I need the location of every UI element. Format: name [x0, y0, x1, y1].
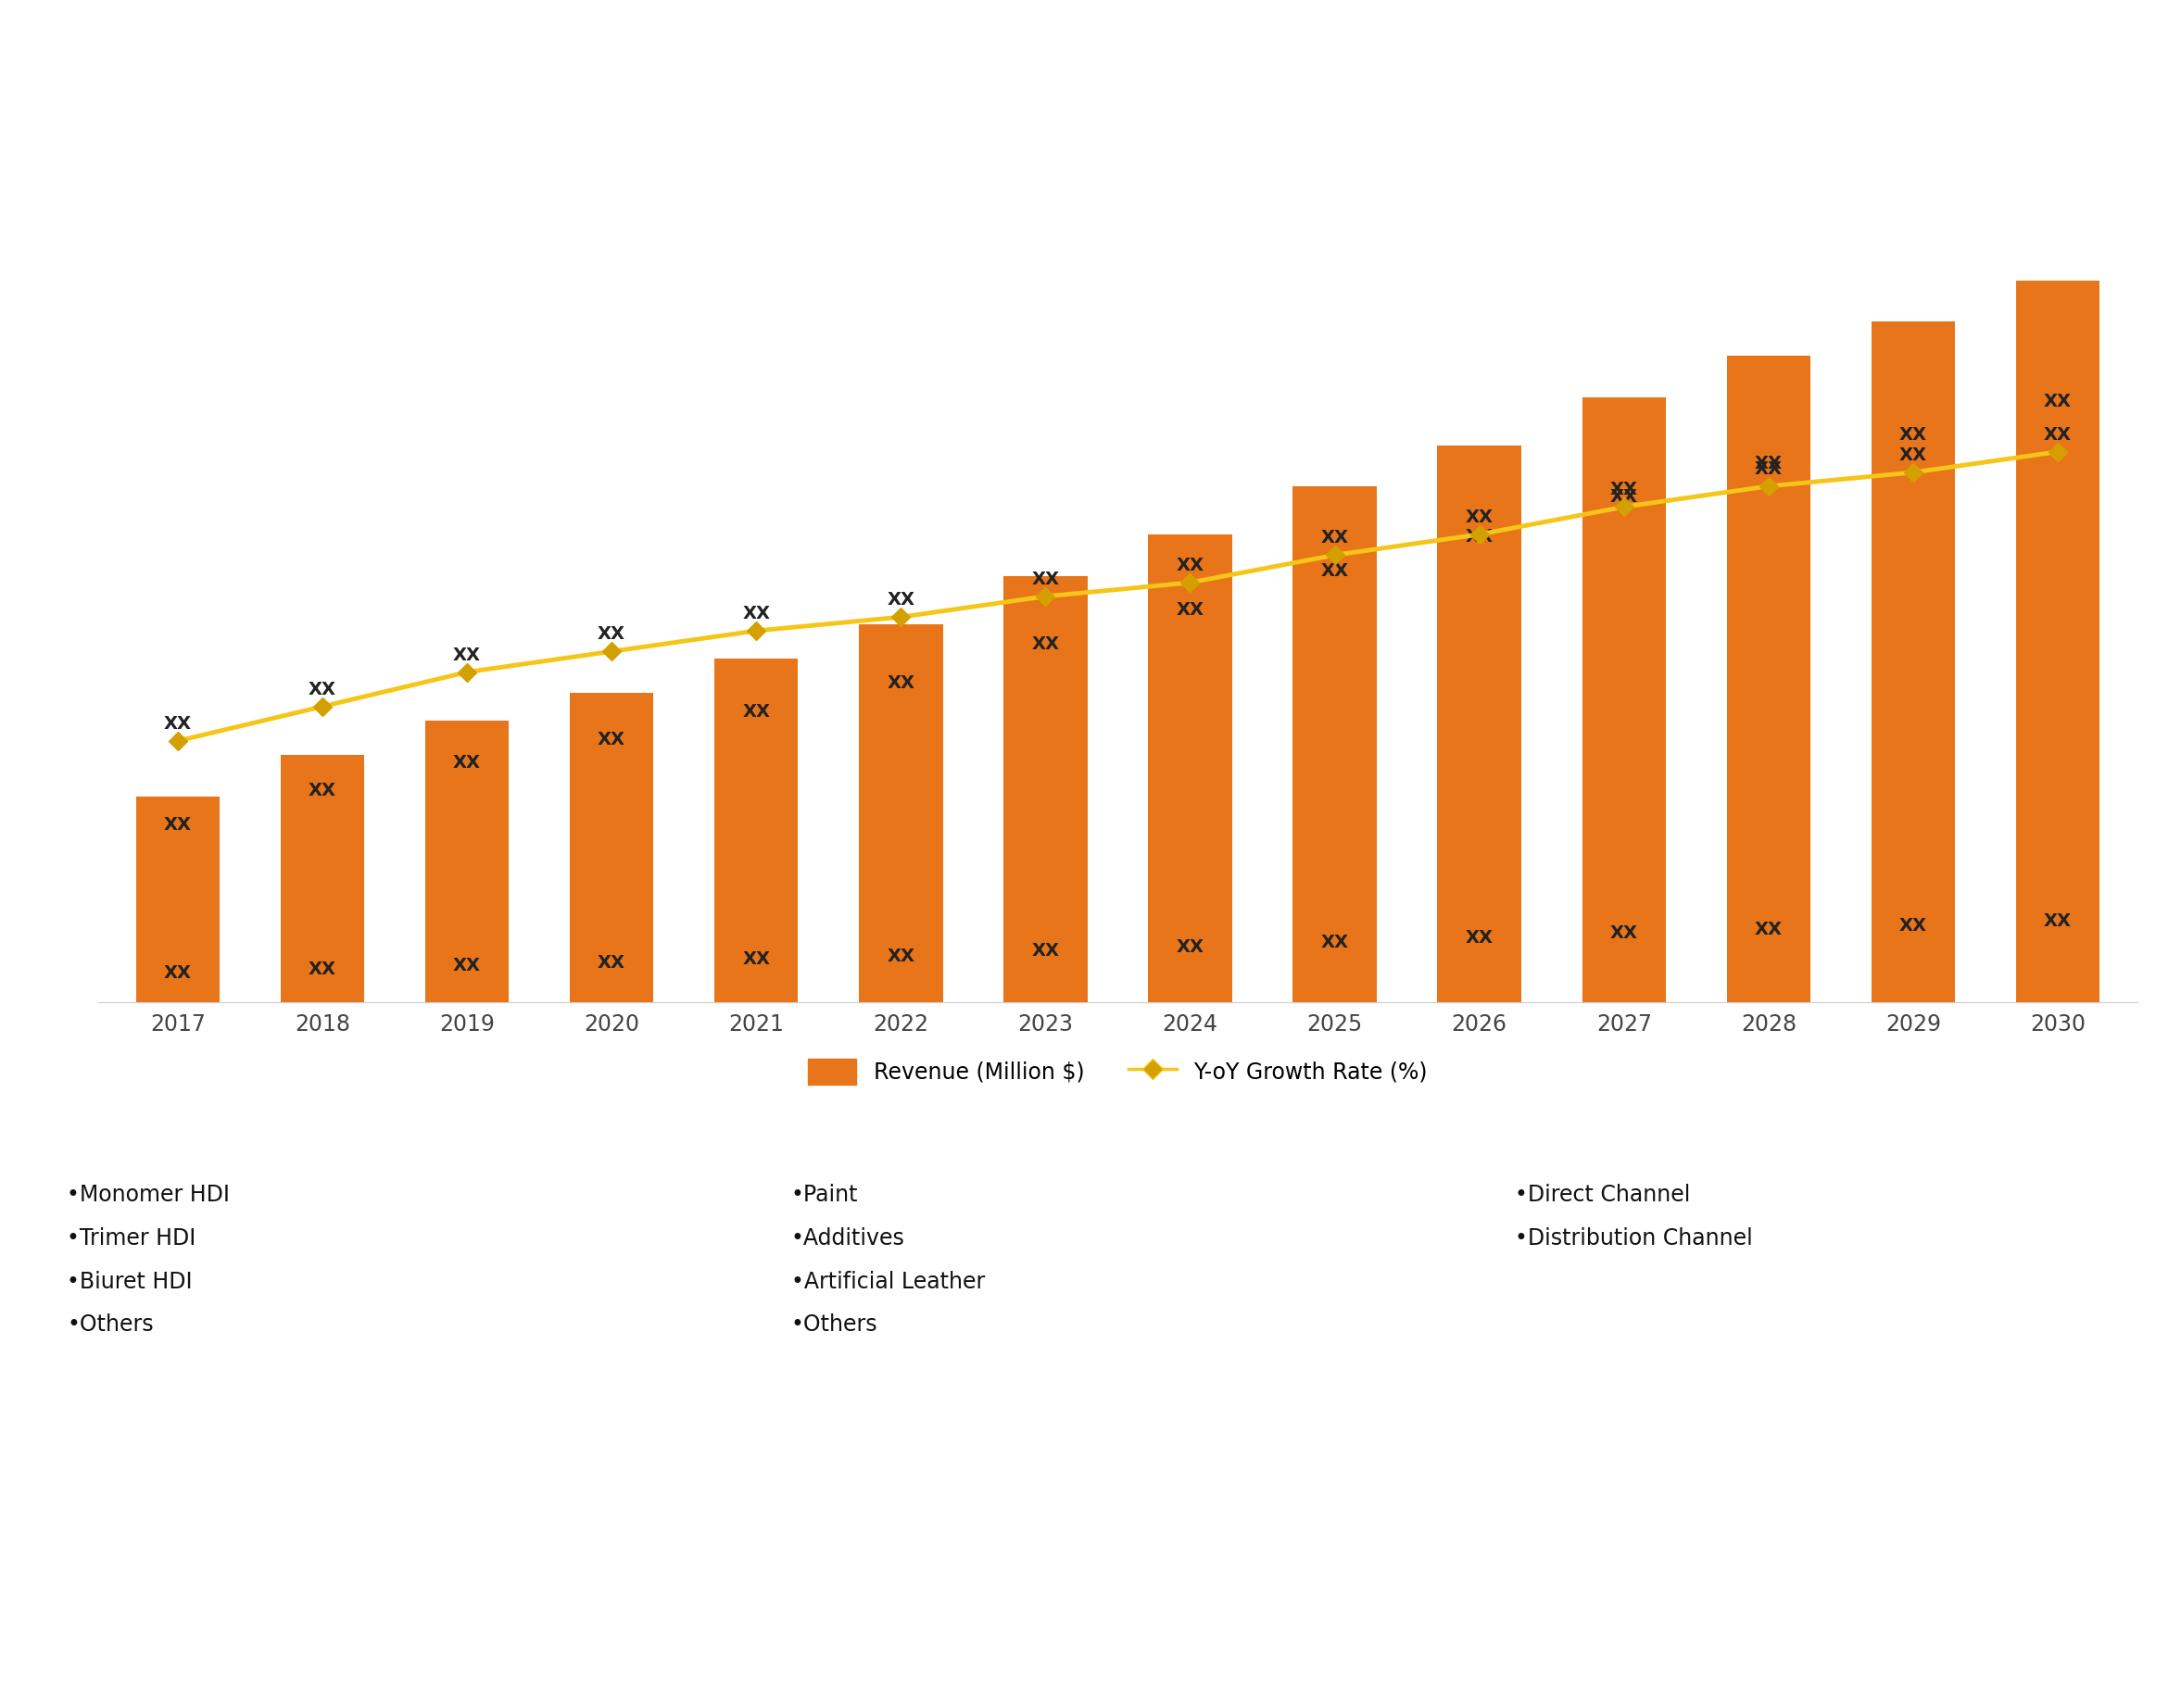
Text: Sales Channels: Sales Channels [1727, 1085, 1902, 1107]
Text: XX: XX [1466, 528, 1494, 545]
Text: XX: XX [1176, 601, 1204, 618]
Text: XX: XX [1756, 461, 1782, 478]
Legend: Revenue (Million $), Y-oY Growth Rate (%): Revenue (Million $), Y-oY Growth Rate (%… [798, 1050, 1437, 1093]
Text: XX: XX [1322, 562, 1348, 579]
Text: XX: XX [1176, 938, 1204, 956]
Bar [713, 659, 798, 1003]
Text: XX: XX [888, 591, 914, 608]
Text: XX: XX [888, 948, 914, 965]
Text: XX: XX [1900, 917, 1928, 934]
Text: XX: XX [164, 965, 192, 982]
Text: XX: XX [2044, 393, 2072, 410]
Text: XX: XX [2044, 425, 2072, 444]
Text: Source: Theindustrystats Analysis: Source: Theindustrystats Analysis [26, 1660, 373, 1677]
Bar [1293, 487, 1376, 1003]
Bar [1727, 355, 1810, 1003]
Bar [1871, 321, 1954, 1003]
Text: XX: XX [1176, 557, 1204, 574]
Text: •Monomer HDI
•Trimer HDI
•Biuret HDI
•Others: •Monomer HDI •Trimer HDI •Biuret HDI •Ot… [68, 1184, 229, 1336]
Text: XX: XX [598, 625, 626, 644]
Text: XX: XX [164, 816, 192, 834]
Text: XX: XX [1610, 482, 1638, 499]
Text: XX: XX [598, 731, 626, 748]
Text: XX: XX [598, 955, 626, 972]
Text: XX: XX [1032, 635, 1060, 652]
Text: XX: XX [454, 753, 480, 772]
Text: XX: XX [308, 782, 336, 799]
Bar [859, 623, 942, 1003]
Text: XX: XX [1610, 488, 1638, 506]
Text: XX: XX [1032, 570, 1060, 588]
Text: XX: XX [742, 605, 770, 622]
Text: XX: XX [1466, 929, 1494, 946]
Text: XX: XX [454, 646, 480, 664]
Text: XX: XX [2044, 912, 2072, 931]
Text: Product Types: Product Types [286, 1085, 447, 1107]
Text: XX: XX [742, 951, 770, 968]
Text: XX: XX [1900, 427, 1928, 444]
Text: Website: www.theindustrystats.com: Website: www.theindustrystats.com [1784, 1660, 2155, 1677]
Text: XX: XX [164, 716, 192, 733]
Text: Email: sales@theindustrystats.com: Email: sales@theindustrystats.com [912, 1660, 1269, 1677]
Bar [1581, 398, 1666, 1003]
Bar [135, 796, 220, 1003]
Text: XX: XX [1322, 529, 1348, 547]
Text: XX: XX [308, 681, 336, 699]
Bar [425, 721, 508, 1003]
Text: XX: XX [1032, 943, 1060, 960]
Text: XX: XX [1610, 924, 1638, 943]
Text: XX: XX [1900, 446, 1928, 465]
Text: Fig. Global Hexamethylene Diisocyanate (HDI) Market Status and Outlook: Fig. Global Hexamethylene Diisocyanate (… [39, 43, 1326, 73]
Text: •Direct Channel
•Distribution Channel: •Direct Channel •Distribution Channel [1516, 1184, 1754, 1249]
Bar [1147, 535, 1232, 1003]
Bar [281, 755, 364, 1003]
Bar [1003, 576, 1088, 1003]
Text: XX: XX [308, 960, 336, 977]
Text: XX: XX [888, 675, 914, 692]
Text: XX: XX [742, 704, 770, 721]
Text: •Paint
•Additives
•Artificial Leather
•Others: •Paint •Additives •Artificial Leather •O… [792, 1184, 986, 1336]
Text: XX: XX [1756, 454, 1782, 473]
Text: XX: XX [1322, 933, 1348, 951]
Bar [569, 693, 654, 1003]
Text: Application: Application [1025, 1085, 1156, 1107]
Bar [1437, 446, 1522, 1003]
Text: XX: XX [454, 956, 480, 974]
Text: XX: XX [1466, 509, 1494, 526]
Bar [2015, 280, 2100, 1003]
Text: XX: XX [1756, 921, 1782, 938]
